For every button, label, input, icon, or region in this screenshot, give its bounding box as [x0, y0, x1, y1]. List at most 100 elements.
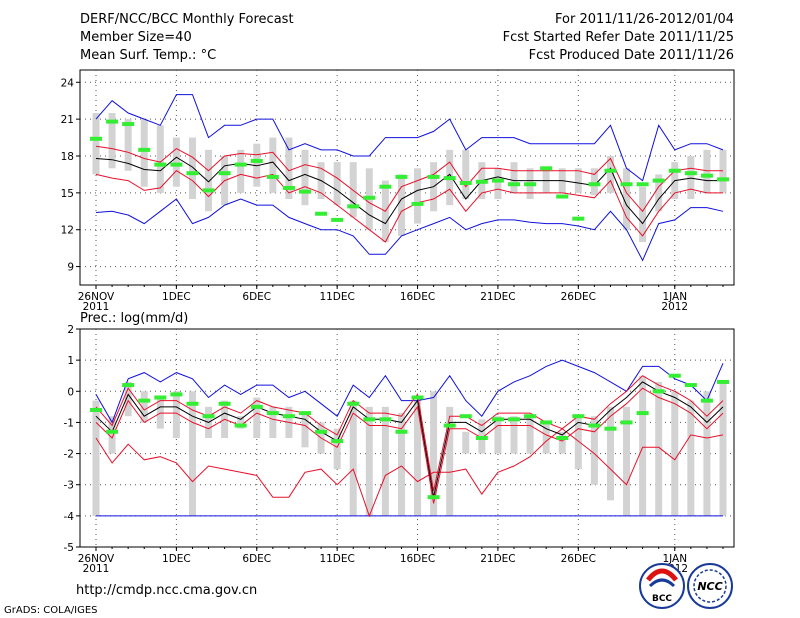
ensemble-box	[639, 375, 647, 516]
median-mark	[427, 174, 440, 179]
lower-spread-line	[95, 387, 724, 504]
ensemble-box	[430, 391, 438, 516]
x-tick-label: 11DEC	[319, 553, 354, 565]
median-mark	[250, 404, 263, 409]
ensemble-box	[462, 431, 470, 454]
figure-title: DERF/NCC/BCC Monthly Forecast	[80, 12, 294, 27]
ensemble-box	[719, 149, 727, 193]
ensemble-box	[124, 381, 132, 417]
low-spread-line	[95, 428, 724, 518]
median-mark	[266, 174, 279, 179]
median-mark	[106, 119, 119, 124]
median-mark	[282, 185, 295, 190]
median-mark	[604, 168, 617, 173]
median-mark	[572, 414, 585, 419]
x-tick-label: 6DEC	[242, 553, 271, 565]
median-mark	[202, 414, 215, 419]
median-mark	[282, 414, 295, 419]
x-tick-label: 1DEC	[162, 553, 191, 565]
median-mark	[363, 195, 376, 200]
x-tick-label: 16DEC	[400, 553, 435, 565]
median-mark	[588, 423, 601, 428]
x-tick-label: 21DEC	[480, 291, 515, 303]
bcc-logo: BCC	[639, 563, 685, 609]
ensemble-box	[237, 149, 245, 193]
ensemble-box	[301, 413, 309, 448]
y-tick-label: 15	[61, 188, 74, 200]
ensemble-box	[124, 119, 132, 171]
median-mark	[700, 398, 713, 403]
median-mark	[443, 176, 456, 181]
source-url[interactable]: http://cmdp.ncc.cma.gov.cn	[76, 583, 257, 598]
x-tick-label: 2011	[83, 563, 110, 575]
median-mark	[154, 162, 167, 167]
ensemble-box	[623, 168, 631, 230]
median-mark	[395, 429, 408, 434]
median-mark	[475, 179, 488, 184]
median-mark	[347, 204, 360, 209]
median-mark	[668, 168, 681, 173]
ensemble-box	[92, 400, 100, 516]
ncc-logo-text: NCC	[697, 580, 722, 593]
ensemble-box	[333, 162, 341, 206]
ensemble-box	[606, 156, 614, 193]
median-mark	[395, 174, 408, 179]
ensemble-box	[414, 168, 422, 224]
median-mark	[443, 423, 456, 428]
ensemble-box	[462, 149, 470, 199]
ensemble-box	[494, 168, 502, 199]
y-tick-label: 21	[61, 114, 74, 126]
max-series-line	[95, 359, 724, 424]
ensemble-box	[285, 137, 293, 199]
median-mark	[540, 420, 553, 425]
median-mark	[572, 216, 585, 221]
median-mark	[202, 188, 215, 193]
upper-spread-line	[95, 375, 724, 492]
x-tick-label: 26NOV	[78, 291, 115, 303]
median-mark	[90, 136, 102, 141]
median-mark	[491, 178, 504, 183]
mean-series-line	[95, 156, 723, 225]
ensemble-box	[542, 422, 550, 454]
ensemble-box	[349, 162, 357, 218]
median-mark	[717, 177, 729, 182]
median-mark	[186, 171, 199, 176]
bcc-logo-text: BCC	[652, 594, 672, 604]
ensemble-box	[719, 381, 727, 516]
produced-date-label: Fcst Produced Date 2011/11/26	[529, 48, 734, 63]
ensemble-box	[494, 416, 502, 454]
ensemble-box	[188, 137, 196, 199]
median-mark	[122, 383, 135, 388]
ensemble-box	[606, 406, 614, 501]
median-mark	[331, 217, 344, 222]
ensemble-box	[590, 416, 598, 485]
ensemble-box	[446, 406, 454, 516]
ensemble-box	[703, 149, 711, 193]
start-date-label: Fcst Started Refer Date 2011/11/25	[503, 30, 734, 45]
y-tick-label: -2	[64, 449, 74, 461]
ensemble-box	[269, 137, 277, 193]
ensemble-box	[397, 174, 405, 236]
median-mark	[475, 436, 488, 440]
median-mark	[668, 373, 681, 378]
median-mark	[379, 184, 392, 189]
x-tick-label: 26DEC	[561, 553, 596, 565]
median-mark	[186, 401, 199, 406]
median-mark	[684, 171, 697, 176]
median-mark	[138, 147, 151, 152]
median-mark	[266, 411, 279, 416]
ensemble-box	[269, 406, 277, 438]
median-mark	[122, 122, 135, 127]
median-mark	[379, 417, 392, 422]
ensemble-box	[526, 416, 534, 454]
x-tick-label: 26DEC	[561, 291, 596, 303]
median-mark	[170, 162, 183, 167]
median-mark	[411, 395, 424, 400]
ensemble-box	[574, 416, 582, 470]
ncc-logo: NCC	[687, 563, 733, 609]
ensemble-box	[205, 149, 213, 212]
ensemble-box	[253, 397, 261, 438]
grads-credit: GrADS: COLA/IGES	[4, 605, 98, 616]
ensemble-box	[655, 381, 663, 516]
